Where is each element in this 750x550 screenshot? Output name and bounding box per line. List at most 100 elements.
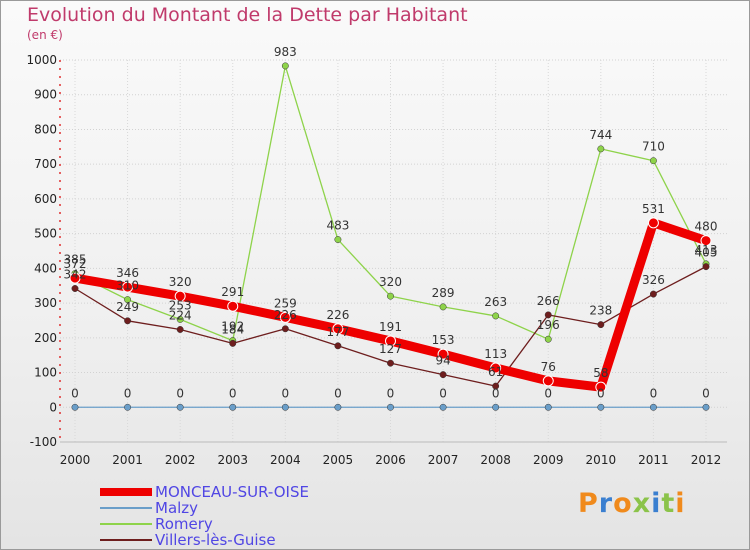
data-label: 405 [695,246,718,260]
data-label: 184 [221,322,244,336]
data-point [122,281,134,293]
chart-title: Evolution du Montant de la Dette par Hab… [27,4,468,26]
data-label: 0 [282,386,290,400]
data-point [332,323,344,335]
y-tick-label: 200 [34,331,57,345]
x-tick-label: 2001 [112,453,143,467]
logo-letter: x [632,488,652,519]
data-point [334,342,342,350]
data-label: 483 [326,219,349,233]
data-point [702,263,710,271]
data-point [542,375,554,387]
logo-letter: i [675,488,686,519]
data-label: 127 [379,342,402,356]
data-label: 0 [702,386,710,400]
y-tick-label: 900 [34,88,57,102]
data-point [595,381,607,393]
data-label: 249 [116,300,139,314]
data-point [544,403,552,411]
y-axis-unit-label: (en €) [27,28,63,42]
data-label: 226 [326,308,349,322]
data-point [702,403,710,411]
y-tick-label: 800 [34,122,57,136]
data-point [281,325,289,333]
data-point [649,403,657,411]
x-tick-label: 2012 [691,453,722,467]
data-label: 61 [488,365,503,379]
data-label: 94 [435,354,450,368]
data-label: 744 [589,128,612,142]
data-point [439,303,447,311]
data-point [69,272,81,284]
legend-swatch-monceau [100,488,152,496]
x-tick-label: 2008 [480,453,511,467]
data-label: 480 [695,220,718,234]
data-point [439,371,447,379]
data-point [439,403,447,411]
data-point [279,311,291,323]
data-labels-layer: 0 0 0 0 0 0 0 0 0 0 0 0 0 385 310 253 192 983 483 320 289 263… [64,45,718,400]
data-label: 372 [64,257,87,271]
data-label: 289 [432,286,455,300]
data-point [492,382,500,390]
data-label: 531 [642,202,665,216]
data-label: 346 [116,266,139,280]
data-point [71,403,79,411]
data-point [334,236,342,243]
data-point [229,403,237,411]
data-point [492,403,500,411]
data-point [174,290,186,302]
data-point [281,62,289,70]
data-label: 0 [492,386,500,400]
data-point [387,403,394,411]
y-tick-label: 100 [34,366,57,380]
data-label: 0 [597,386,605,400]
data-label: 0 [229,386,237,400]
data-label: 192 [221,320,244,334]
data-point [700,235,712,247]
logo-letter: o [613,488,633,519]
legend-label: Romery [155,515,213,533]
x-tick-label: 2009 [533,453,564,467]
y-tick-label: 500 [34,227,57,241]
data-point [647,217,659,229]
data-point [176,315,184,323]
data-point [281,403,289,411]
data-label: 266 [537,294,560,308]
x-tick-label: 2002 [165,453,196,467]
legend-swatch-malzy [100,507,152,509]
data-label: 76 [541,360,556,374]
data-label: 153 [432,333,455,347]
data-label: 983 [274,45,297,59]
legend-swatch-romery [100,523,152,525]
data-point [71,285,79,292]
data-label: 113 [484,347,507,361]
data-point [490,362,502,374]
x-tick-label: 2010 [586,453,617,467]
data-label: 0 [387,386,395,400]
logo-letter: r [598,488,614,519]
data-label: 0 [71,386,79,400]
data-label: 0 [650,386,658,400]
data-label: 253 [169,298,192,312]
data-label: 310 [116,279,139,293]
data-point [544,335,552,343]
data-point [229,339,237,347]
data-label: 238 [589,304,612,318]
data-label: 0 [544,386,552,400]
data-point [597,321,605,329]
y-tick-label: 600 [34,192,57,206]
y-tick-label: 1000 [26,53,57,67]
series-layer [69,62,712,411]
x-tick-label: 2004 [270,453,301,467]
data-label: 320 [379,275,402,289]
x-tick-label: 2000 [60,453,91,467]
y-tick-label: 0 [49,400,57,414]
data-label: 177 [326,325,349,339]
data-point [124,403,132,411]
y-tick-label: 400 [34,261,57,275]
y-tick-label: 300 [34,296,57,310]
data-label: 196 [537,318,560,332]
data-label: 320 [169,275,192,289]
data-point [176,403,184,411]
